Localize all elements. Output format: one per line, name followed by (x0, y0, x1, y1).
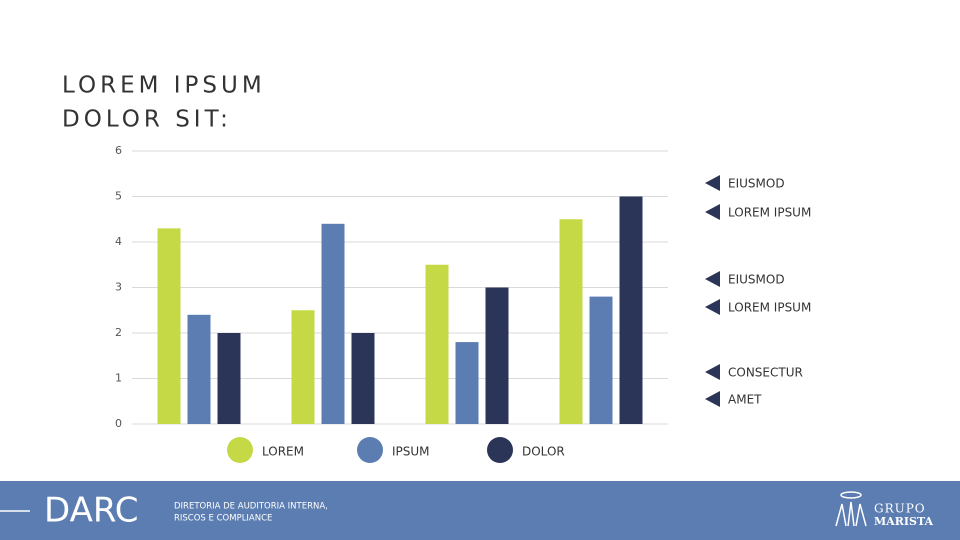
legend-label: IPSUM (392, 445, 430, 459)
annotation-arrow (705, 391, 720, 407)
bar (351, 333, 375, 424)
title-line: LOREM IPSUM (62, 73, 266, 99)
legend-swatch (227, 437, 253, 463)
annotation-arrow (705, 175, 720, 191)
annotation-label: AMET (728, 393, 762, 407)
bar (485, 287, 509, 424)
footer-subtitle: RISCOS E COMPLIANCE (174, 514, 272, 524)
legend-label: DOLOR (522, 445, 565, 459)
bar (619, 196, 643, 424)
title-line: DOLOR SIT: (62, 107, 232, 133)
footer-bar (0, 481, 960, 540)
bar (425, 264, 449, 424)
legend-label: LOREM (262, 445, 304, 459)
y-tick-label: 6 (115, 144, 122, 157)
y-tick-label: 4 (115, 235, 122, 248)
y-tick-label: 2 (115, 326, 122, 339)
bar (559, 219, 583, 424)
bar (589, 296, 613, 424)
annotation-label: EIUSMOD (728, 177, 785, 191)
footer-subtitle: DIRETORIA DE AUDITORIA INTERNA, (174, 502, 328, 512)
annotation-arrow (705, 271, 720, 287)
logo-text: GRUPO (874, 502, 926, 516)
bar (157, 228, 181, 424)
annotation-label: LOREM IPSUM (728, 206, 811, 220)
legend-swatch (487, 437, 513, 463)
annotation-label: EIUSMOD (728, 273, 785, 287)
bar (455, 342, 479, 424)
annotation-label: CONSECTUR (728, 366, 803, 380)
bar (217, 333, 241, 424)
y-tick-label: 3 (115, 281, 122, 294)
annotation-label: LOREM IPSUM (728, 301, 811, 315)
legend-swatch (357, 437, 383, 463)
bar (187, 314, 211, 424)
bar (291, 310, 315, 424)
logo-text: MARISTA (874, 515, 934, 528)
y-tick-label: 0 (115, 417, 122, 430)
annotation-arrow (705, 364, 720, 380)
annotation-arrow (705, 204, 720, 220)
footer-brand: DARC (44, 491, 139, 531)
y-tick-label: 5 (115, 190, 122, 203)
logo-icon (835, 491, 867, 527)
y-tick-label: 1 (115, 372, 122, 385)
bar (321, 223, 345, 424)
annotation-arrow (705, 299, 720, 315)
